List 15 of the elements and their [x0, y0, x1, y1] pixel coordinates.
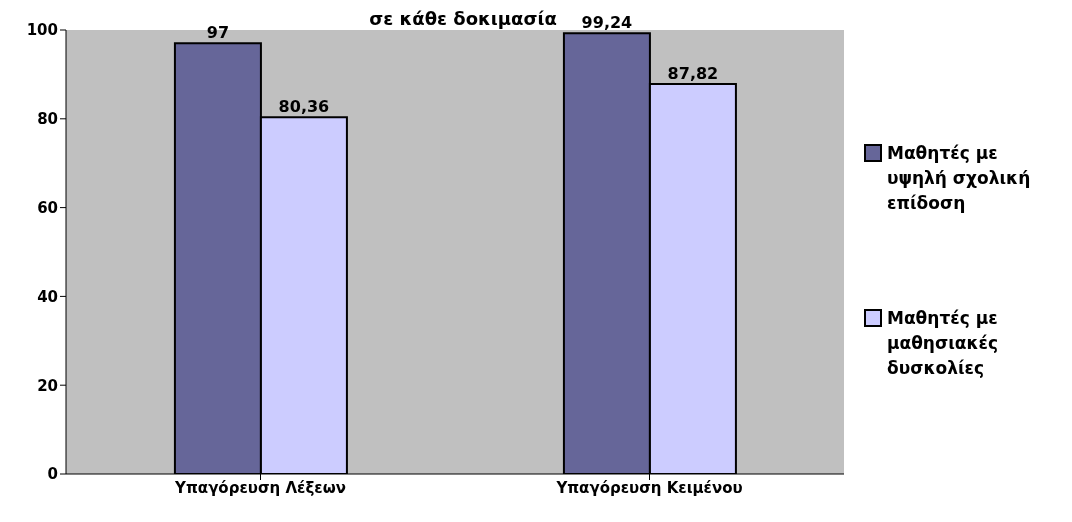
x-tick-label: Υπαγόρευση Λέξεων	[174, 478, 346, 497]
data-label: 97	[206, 23, 230, 43]
legend-label: Μαθητές με υψηλή σχολική επίδοση	[887, 142, 1032, 215]
y-tick-label: 60	[37, 198, 58, 217]
x-tick-label: Υπαγόρευση Κειμένου	[555, 478, 743, 497]
y-tick-label: 80	[37, 110, 58, 129]
chart-title: σε κάθε δοκιμασία	[369, 8, 557, 29]
data-label: 80,36	[278, 97, 330, 117]
y-tick-label: 20	[37, 376, 58, 395]
data-label: 99,24	[581, 13, 633, 33]
y-tick-label: 0	[47, 465, 58, 484]
y-tick-label: 40	[37, 287, 58, 306]
y-tick-label: 100	[26, 21, 58, 40]
legend-label: Μαθητές με μαθησιακές δυσκολίες	[887, 307, 1000, 380]
data-label: 87,82	[667, 64, 719, 84]
